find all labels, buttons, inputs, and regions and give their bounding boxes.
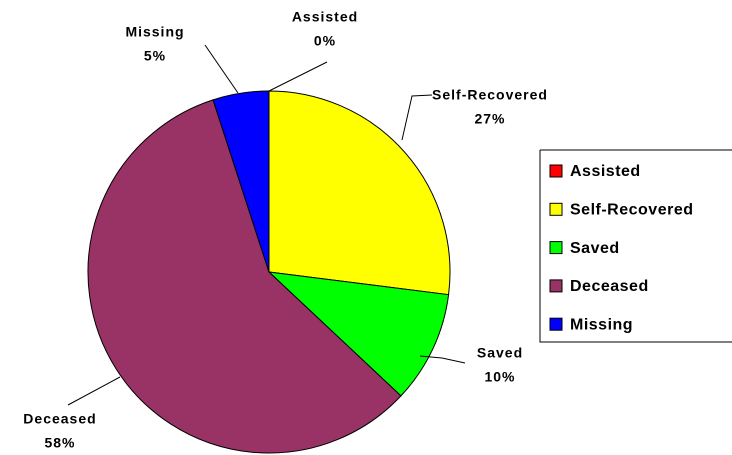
legend-label: Assisted bbox=[570, 163, 641, 180]
pie-slice bbox=[212, 90, 270, 273]
slice-value-label: 27% bbox=[474, 111, 505, 127]
pie-slice bbox=[268, 90, 451, 296]
legend-swatch bbox=[549, 164, 563, 178]
legend-label: Missing bbox=[570, 316, 633, 333]
slice-value-label: 10% bbox=[484, 369, 515, 385]
leader-line bbox=[67, 376, 121, 406]
leader-line bbox=[204, 44, 239, 94]
pie-slice bbox=[267, 271, 450, 397]
slice-label: Self-Recovered bbox=[432, 87, 548, 103]
slice-value-label: 58% bbox=[44, 435, 75, 451]
legend-swatch bbox=[549, 202, 563, 216]
legend-label: Deceased bbox=[570, 278, 649, 295]
legend-swatch bbox=[549, 279, 563, 293]
leader-line bbox=[268, 61, 328, 92]
leader-line bbox=[419, 355, 466, 364]
leader-line bbox=[401, 94, 433, 141]
legend-swatch bbox=[549, 317, 563, 331]
legend-label: Self-Recovered bbox=[570, 202, 694, 219]
slice-value-label: 0% bbox=[314, 33, 336, 49]
slice-value-label: 5% bbox=[144, 48, 166, 64]
slice-label: Deceased bbox=[23, 411, 96, 427]
legend-swatch bbox=[549, 241, 563, 255]
legend-label: Saved bbox=[570, 240, 620, 257]
legend-frame bbox=[539, 149, 732, 343]
slice-label: Assisted bbox=[292, 9, 358, 25]
slice-label: Missing bbox=[125, 24, 184, 40]
pie-slice bbox=[87, 99, 402, 454]
slice-label: Saved bbox=[477, 345, 523, 361]
